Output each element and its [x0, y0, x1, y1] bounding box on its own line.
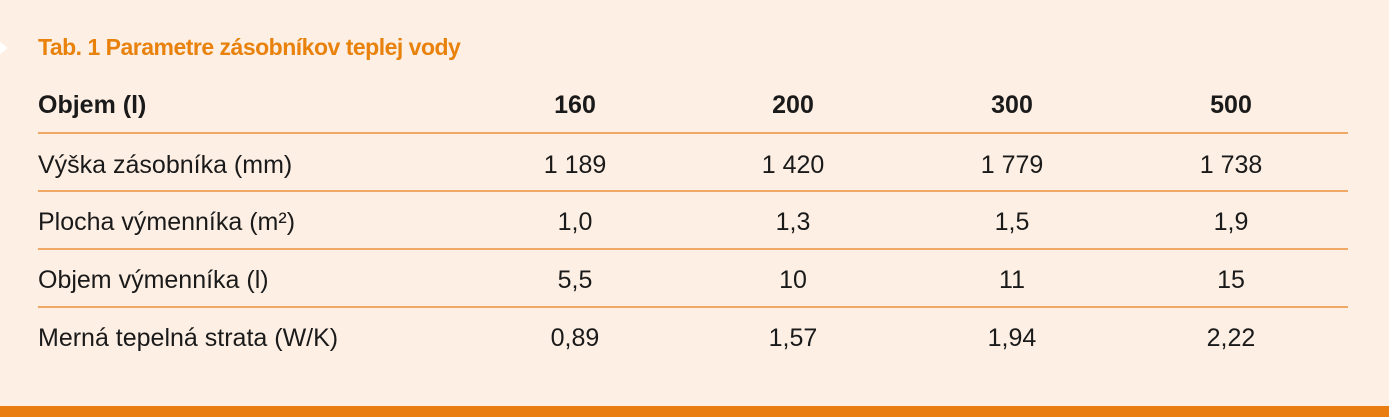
cell-value: 1,3 — [775, 208, 811, 236]
cell-value: 5,5 — [557, 266, 593, 294]
row-divider — [38, 306, 1348, 308]
cell-value: 0,89 — [550, 324, 600, 352]
cell-value: 1,57 — [768, 324, 818, 352]
cell-value: 11 — [999, 266, 1025, 294]
marker — [0, 42, 8, 54]
cell-value: 300 — [991, 91, 1033, 119]
cell-value: 1 738 — [1199, 151, 1263, 179]
cell-value: 200 — [772, 91, 814, 119]
cell-value: 500 — [1210, 91, 1252, 119]
cell-value: 15 — [1217, 266, 1245, 294]
row-divider — [38, 190, 1348, 192]
cell-value: 1 779 — [980, 151, 1044, 179]
table-row: Výška zásobníka (mm) 1 189 1 420 1 779 1 738 — [38, 137, 1348, 193]
cell-value: 1 420 — [761, 151, 825, 179]
row-label: Plocha výmenníka (m²) — [38, 208, 296, 236]
table-row: Plocha výmenníka (m²) 1,0 1,3 1,5 1,9 — [38, 194, 1348, 250]
cell-value: 1,5 — [994, 208, 1030, 236]
cell-value: 1,0 — [557, 208, 593, 236]
row-divider — [38, 248, 1348, 250]
cell-value: 10 — [779, 266, 807, 294]
cell-value: 1,94 — [987, 324, 1037, 352]
table-title: Tab. 1 Parametre zásobníkov teplej vody — [38, 34, 461, 60]
row-label: Výška zásobníka (mm) — [38, 151, 293, 179]
bottom-bar — [0, 406, 1389, 417]
header-row: Objem (l) 160 200 300 500 — [38, 77, 1348, 133]
row-label: Objem výmenníka (l) — [38, 266, 269, 294]
row-label: Objem (l) — [38, 91, 147, 119]
cell-value: 2,22 — [1206, 324, 1256, 352]
row-divider — [38, 132, 1348, 134]
cell-value: 160 — [554, 91, 596, 119]
cell-value: 1,9 — [1213, 208, 1249, 236]
cell-value: 1 189 — [543, 151, 607, 179]
table-row: Objem výmenníka (l) 5,5 10 11 15 — [38, 252, 1348, 308]
row-label: Merná tepelná strata (W/K) — [38, 324, 339, 352]
table-row: Merná tepelná strata (W/K) 0,89 1,57 1,94 2,… — [38, 310, 1348, 366]
